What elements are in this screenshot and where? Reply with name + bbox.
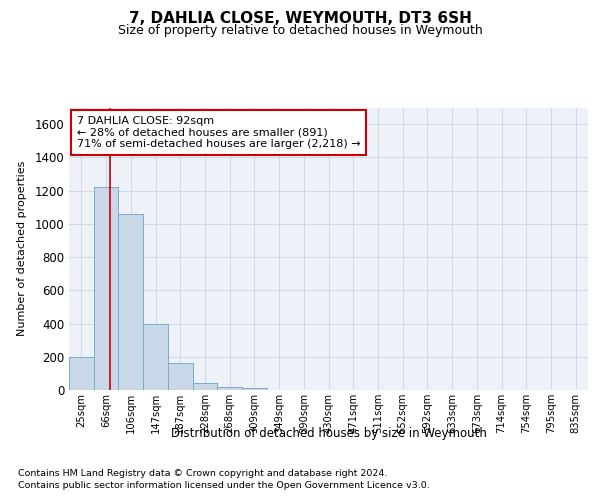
Bar bbox=[217, 386, 242, 390]
Text: Distribution of detached houses by size in Weymouth: Distribution of detached houses by size … bbox=[171, 428, 487, 440]
Text: Contains public sector information licensed under the Open Government Licence v3: Contains public sector information licen… bbox=[18, 481, 430, 490]
Bar bbox=[69, 357, 94, 390]
Text: Size of property relative to detached houses in Weymouth: Size of property relative to detached ho… bbox=[118, 24, 482, 37]
Bar bbox=[118, 214, 143, 390]
Bar bbox=[168, 364, 193, 390]
Bar bbox=[94, 188, 118, 390]
Bar bbox=[242, 388, 267, 390]
Y-axis label: Number of detached properties: Number of detached properties bbox=[17, 161, 28, 336]
Text: 7, DAHLIA CLOSE, WEYMOUTH, DT3 6SH: 7, DAHLIA CLOSE, WEYMOUTH, DT3 6SH bbox=[128, 11, 472, 26]
Text: Contains HM Land Registry data © Crown copyright and database right 2024.: Contains HM Land Registry data © Crown c… bbox=[18, 469, 388, 478]
Text: 7 DAHLIA CLOSE: 92sqm
← 28% of detached houses are smaller (891)
71% of semi-det: 7 DAHLIA CLOSE: 92sqm ← 28% of detached … bbox=[77, 116, 361, 149]
Bar bbox=[143, 324, 168, 390]
Bar bbox=[193, 384, 217, 390]
